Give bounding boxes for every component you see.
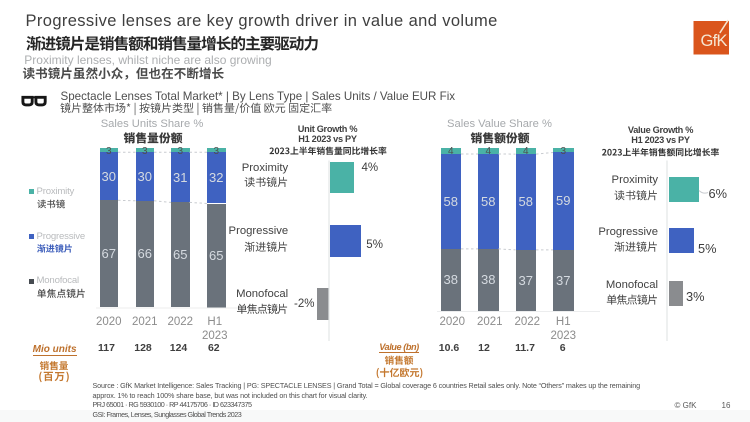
svg-text:GfK: GfK	[701, 32, 728, 50]
